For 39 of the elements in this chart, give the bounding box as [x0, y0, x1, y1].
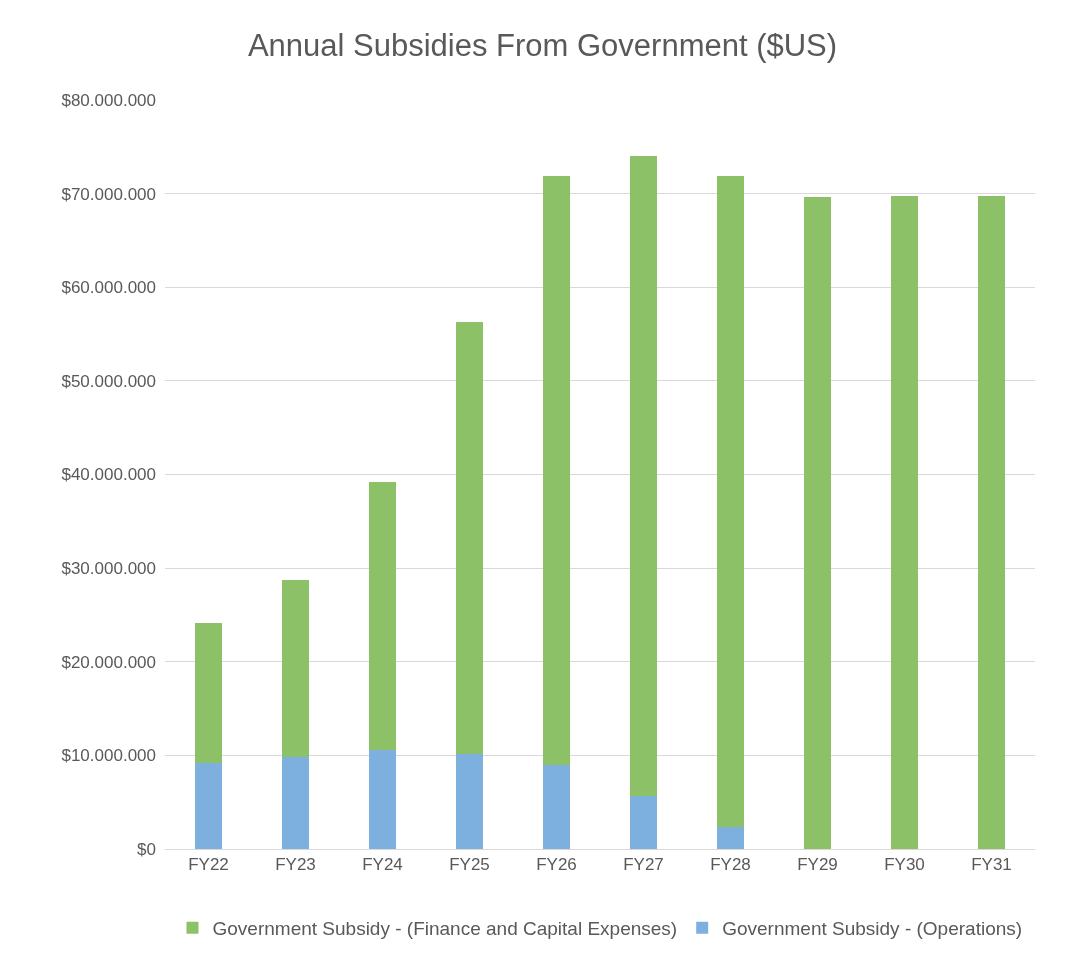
bar: [629, 156, 658, 796]
x-tick-label: FY26: [536, 855, 577, 875]
legend-label: Government Subsidy - (Operations): [722, 918, 1023, 940]
y-tick-label: $10.000.000: [61, 746, 156, 766]
y-tick-label: $50.000.000: [61, 371, 156, 391]
x-tick-label: FY24: [362, 855, 403, 875]
y-tick-label: $20.000.000: [61, 652, 156, 672]
x-tick-label: FY28: [710, 855, 751, 875]
bar: [368, 749, 397, 849]
bar: [455, 321, 484, 755]
y-tick-label: $80.000.000: [61, 90, 156, 110]
bar: [194, 762, 223, 849]
bar: [629, 795, 658, 849]
chart-title: Annual Subsidies From Government ($US): [247, 27, 838, 63]
y-tick-label: $60.000.000: [61, 278, 156, 298]
bar: [194, 623, 223, 763]
bar: [803, 197, 832, 849]
bar: [890, 196, 919, 849]
bar: [716, 826, 745, 849]
y-tick-label: $0: [137, 839, 156, 859]
legend-label: Government Subsidy - (Finance and Capital Expenses): [212, 918, 678, 940]
bar: [542, 764, 571, 849]
x-tick-label: FY22: [188, 855, 229, 875]
bar: [542, 175, 571, 765]
y-tick-label: $30.000.000: [61, 559, 156, 579]
bar: [281, 757, 310, 849]
bar: [455, 754, 484, 849]
x-tick-label: FY27: [623, 855, 664, 875]
bar: [977, 195, 1006, 849]
y-tick-label: $40.000.000: [61, 465, 156, 485]
x-tick-label: FY31: [971, 855, 1012, 875]
x-tick-label: FY29: [797, 855, 838, 875]
y-tick-label: $70.000.000: [61, 184, 156, 204]
bar: [716, 175, 745, 827]
x-tick-label: FY30: [884, 855, 925, 875]
x-tick-label: FY23: [275, 855, 316, 875]
bar: [368, 481, 397, 750]
bar: [281, 580, 310, 758]
x-tick-label: FY25: [449, 855, 490, 875]
